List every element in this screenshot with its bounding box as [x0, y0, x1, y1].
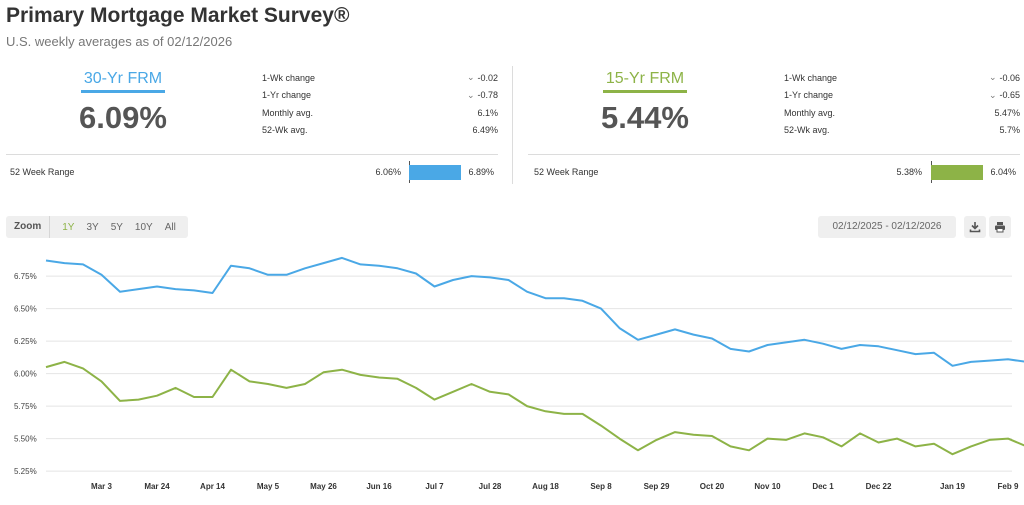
chevron-down-icon: ⌄ — [988, 72, 997, 83]
stat-value: -0.06 — [999, 72, 1020, 83]
series-line-15yr — [45, 360, 1024, 456]
frm15-rate: 5.44% — [601, 100, 689, 135]
y-tick-label: 5.25% — [14, 467, 37, 476]
range-label: 52 Week Range — [10, 167, 75, 177]
y-tick-label: 6.75% — [14, 272, 37, 281]
y-tick-label: 6.00% — [14, 370, 37, 379]
chart-series — [45, 256, 1024, 456]
zoom-10y-button[interactable]: 10Y — [134, 221, 153, 233]
zoom-all-button[interactable]: All — [164, 221, 176, 233]
y-tick-label: 6.25% — [14, 337, 37, 346]
frm30-stat-52wk: 52-Wk avg. 6.49% — [262, 122, 498, 140]
frm30-label: 30-Yr FRM — [83, 70, 163, 87]
y-tick-label: 6.50% — [14, 305, 37, 314]
x-tick-label: Jul 7 — [425, 482, 444, 491]
x-tick-label: Jan 19 — [940, 482, 965, 491]
y-tick-label: 5.75% — [14, 402, 37, 411]
chevron-down-icon: ⌄ — [988, 89, 997, 100]
frm15-stat-monthly: Monthly avg. 5.47% — [784, 104, 1020, 122]
frm30-stat-wk: 1-Wk change ⌄ -0.02 — [262, 69, 498, 87]
x-tick-label: Sep 8 — [590, 482, 612, 491]
download-button[interactable] — [964, 216, 986, 238]
frm15-stat-wk: 1-Wk change ⌄ -0.06 — [784, 69, 1020, 87]
stat-value: 5.7% — [999, 125, 1020, 136]
zoom-5y-button[interactable]: 5Y — [110, 221, 123, 233]
chevron-down-icon: ⌄ — [466, 89, 475, 100]
x-tick-label: Mar 24 — [144, 482, 170, 491]
frm15-stats: 1-Wk change ⌄ -0.06 1-Yr change ⌄ -0.65 Mo… — [784, 69, 1020, 139]
download-icon — [969, 222, 981, 233]
frm15-underline — [603, 90, 687, 93]
frm30-range: 52 Week Range 6.06% 6.89% — [6, 160, 498, 184]
frm30-stat-yr: 1-Yr change ⌄ -0.78 — [262, 87, 498, 105]
zoom-3y-button[interactable]: 3Y — [86, 221, 99, 233]
x-tick-label: Jul 28 — [479, 482, 502, 491]
frm30-stat-monthly: Monthly avg. 6.1% — [262, 104, 498, 122]
x-tick-label: Aug 18 — [532, 482, 559, 491]
stat-value: -0.02 — [477, 72, 498, 83]
frm15-heading: 15-Yr FRM — [590, 70, 700, 93]
zoom-1y-button[interactable]: 1Y — [62, 221, 75, 233]
x-tick-label: Oct 20 — [700, 482, 725, 491]
x-tick-label: Dec 22 — [866, 482, 892, 491]
stat-label: Monthly avg. — [784, 107, 836, 118]
range-min: 6.06% — [375, 167, 401, 177]
stat-label: Monthly avg. — [262, 107, 314, 118]
range-bar — [931, 165, 983, 180]
stat-label: 1-Yr change — [784, 90, 834, 101]
stat-value: 6.1% — [477, 107, 498, 118]
stat-label: 1-Yr change — [262, 90, 312, 101]
x-tick-label: Apr 14 — [200, 482, 225, 491]
x-tick-label: Jun 16 — [366, 482, 392, 491]
range-max: 6.89% — [468, 167, 494, 177]
stat-label: 52-Wk avg. — [784, 125, 830, 136]
x-axis: Mar 3 Mar 24 Apr 14 May 5 May 26 Jun 16 Jul 7 J… — [91, 482, 1019, 491]
panel-divider — [512, 66, 513, 184]
y-tick-label: 5.50% — [14, 435, 37, 444]
page-subtitle: U.S. weekly averages as of 02/12/2026 — [6, 34, 233, 49]
x-tick-label: Dec 1 — [812, 482, 834, 491]
stat-value: -0.78 — [477, 90, 498, 101]
frm15-stat-yr: 1-Yr change ⌄ -0.65 — [784, 87, 1020, 105]
range-min: 5.38% — [896, 167, 922, 177]
frm15-divider — [528, 154, 1020, 155]
stat-value: -0.65 — [999, 90, 1020, 101]
print-button[interactable] — [989, 216, 1011, 238]
stat-label: 1-Wk change — [262, 72, 316, 83]
x-tick-label: Nov 10 — [754, 482, 781, 491]
frm15-label: 15-Yr FRM — [605, 70, 685, 87]
x-tick-label: Feb 9 — [998, 482, 1019, 491]
frm30-divider — [6, 154, 498, 155]
zoom-control: Zoom 1Y 3Y 5Y 10Y All — [6, 216, 188, 238]
range-max: 6.04% — [990, 167, 1016, 177]
zoom-label: Zoom — [6, 216, 51, 238]
x-tick-label: May 5 — [257, 482, 280, 491]
stat-label: 52-Wk avg. — [262, 125, 308, 136]
x-tick-label: May 26 — [310, 482, 337, 491]
date-range-field[interactable]: 02/12/2025 - 02/12/2026 — [818, 216, 956, 238]
x-tick-label: Mar 3 — [91, 482, 112, 491]
page-title: Primary Mortgage Market Survey® — [6, 4, 350, 27]
x-tick-label: Sep 29 — [644, 482, 670, 491]
frm30-underline — [81, 90, 165, 93]
y-axis: 5.25% 5.50% 5.75% 6.00% 6.25% 6.50% 6.75% — [14, 272, 37, 476]
stat-label: 1-Wk change — [784, 72, 838, 83]
series-line-30yr — [45, 256, 1024, 367]
print-icon — [995, 222, 1005, 233]
frm15-stat-52wk: 52-Wk avg. 5.7% — [784, 122, 1020, 140]
chart-grid — [46, 275, 1012, 472]
stat-value: 5.47% — [994, 107, 1020, 118]
frm30-heading: 30-Yr FRM — [68, 70, 178, 93]
range-bar — [409, 165, 461, 180]
stat-value: 6.49% — [472, 125, 498, 136]
frm30-panel: 30-Yr FRM 6.09% 1-Wk change ⌄ -0.02 1-Yr … — [6, 64, 498, 186]
range-label: 52 Week Range — [534, 167, 599, 177]
frm15-range: 52 Week Range 5.38% 6.04% — [528, 160, 1020, 184]
frm30-rate: 6.09% — [79, 100, 167, 135]
frm15-panel: 15-Yr FRM 5.44% 1-Wk change ⌄ -0.06 1-Yr … — [528, 64, 1020, 186]
frm30-stats: 1-Wk change ⌄ -0.02 1-Yr change ⌄ -0.78 Mo… — [262, 69, 498, 139]
chevron-down-icon: ⌄ — [466, 72, 475, 83]
